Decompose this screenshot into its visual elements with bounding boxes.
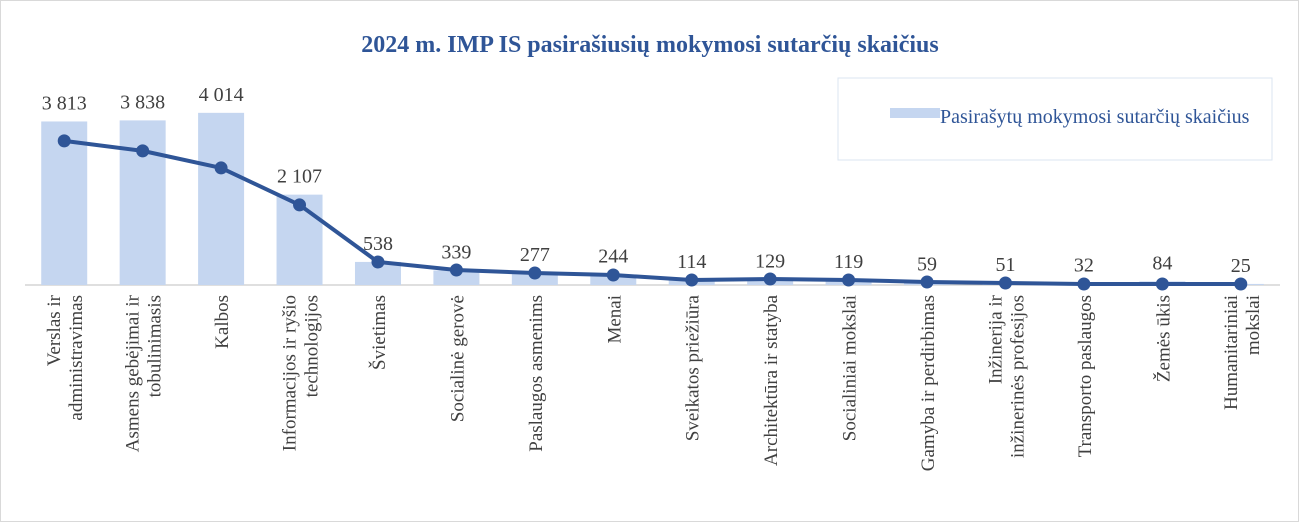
chart-title: 2024 m. IMP IS pasirašiusių mokymosi sut… [361, 32, 938, 58]
x-tick-label-line: Kalbos [212, 295, 233, 349]
line-marker [1234, 277, 1248, 291]
data-label: 51 [995, 254, 1015, 276]
line-marker [371, 255, 385, 269]
x-tick-label: Humanitariniai mokslai [1221, 295, 1264, 410]
x-tick-label: Asmens gebėjimai ir tobulinimasis [123, 294, 166, 452]
x-tick-label-line: Gamyba ir perdirbimas [918, 295, 939, 471]
x-tick-label-line: Humanitariniai [1221, 295, 1242, 410]
x-tick-label-line: Žemės ūkis [1152, 295, 1174, 382]
x-tick-label-line: technologijos [302, 295, 323, 397]
x-tick-label: Švietimas [368, 295, 390, 370]
data-label: 119 [834, 251, 863, 273]
x-tick-label-line: inžinerinės profesijos [1007, 295, 1028, 458]
x-tick-label: Inžinerija ir inžinerinės profesijos [985, 294, 1028, 458]
x-tick-label: Socialinė gerovė [447, 295, 468, 422]
line-marker [842, 273, 856, 287]
data-label: 3 813 [42, 92, 87, 114]
data-label: 84 [1152, 252, 1172, 274]
line [63, 138, 1241, 287]
line-marker [1155, 277, 1169, 291]
data-label: 129 [755, 250, 785, 272]
x-tick-label-line: Transporto paslaugos [1075, 295, 1096, 457]
x-tick-label-line: Informacijos ir ryšio [280, 295, 301, 451]
bar [354, 261, 401, 285]
x-tick-label: Gamyba ir perdirbimas [918, 295, 939, 471]
x-tick-label: Socialiniai mokslai [840, 295, 861, 441]
line-marker [57, 134, 71, 148]
x-tick-label-line: Architektūra ir statyba [761, 294, 782, 466]
legend-label-box: Pasirašytų mokymosi sutarčių skaičius [940, 106, 1250, 128]
data-label: 59 [917, 253, 937, 275]
data-label: 277 [520, 244, 550, 266]
x-tick-label-line: Švietimas [368, 295, 390, 370]
data-label: 32 [1074, 255, 1094, 277]
x-tick-label-line: Menai [604, 295, 625, 344]
data-label: 3 838 [120, 91, 165, 113]
x-tick-label: Informacijos ir ryšio technologijos [280, 295, 323, 451]
data-label: 244 [598, 246, 628, 268]
x-tick-label-line: Socialinė gerovė [447, 295, 468, 422]
data-label: 339 [441, 241, 471, 263]
line-marker [998, 276, 1012, 290]
bar [198, 112, 245, 286]
data-label: 114 [677, 251, 706, 273]
x-tick-label: Verslas ir administravimas [44, 294, 87, 420]
x-tick-label: Sveikatos priežiūra [683, 294, 704, 441]
line-marker [136, 144, 150, 158]
x-tick-label-line: Inžinerija ir [985, 294, 1006, 384]
bar [41, 121, 88, 286]
line-marker [214, 161, 228, 175]
x-tick-label: Architektūra ir statyba [761, 294, 782, 466]
data-label: 538 [363, 233, 393, 255]
legend [837, 77, 1273, 161]
x-tick-label: Paslaugos asmenims [526, 295, 547, 452]
x-tick-label-line: administravimas [66, 295, 87, 421]
x-tick-label-line: tobulinimasis [145, 295, 166, 397]
data-label: 25 [1231, 255, 1251, 277]
line-marker [293, 198, 307, 212]
line-marker [763, 272, 777, 286]
line-marker [528, 266, 542, 280]
data-label: 4 014 [199, 84, 244, 106]
line-marker [1077, 277, 1091, 291]
legend-label: Pasirašytų mokymosi sutarčių skaičius [940, 106, 1250, 128]
bar [433, 270, 480, 285]
data-label: 2 107 [277, 166, 322, 188]
x-tick-label: Transporto paslaugos [1075, 295, 1096, 457]
x-tick-label: Kalbos [212, 295, 233, 349]
line-marker [606, 268, 620, 282]
line-marker [449, 263, 463, 277]
x-tick-label-line: Verslas ir [44, 294, 65, 366]
x-tick-label-line: Paslaugos asmenims [526, 295, 547, 452]
x-tick-label-line: Asmens gebėjimai ir [123, 294, 144, 452]
x-tick-label-line: Socialiniai mokslai [840, 295, 861, 441]
line-marker [685, 273, 699, 287]
line-marker [920, 275, 934, 289]
x-tick-label: Menai [604, 295, 625, 344]
x-tick-label-line: mokslai [1243, 295, 1264, 355]
legend-swatch [890, 108, 940, 118]
x-tick-label-line: Sveikatos priežiūra [683, 294, 704, 441]
x-tick-label: Žemės ūkis [1152, 295, 1174, 382]
